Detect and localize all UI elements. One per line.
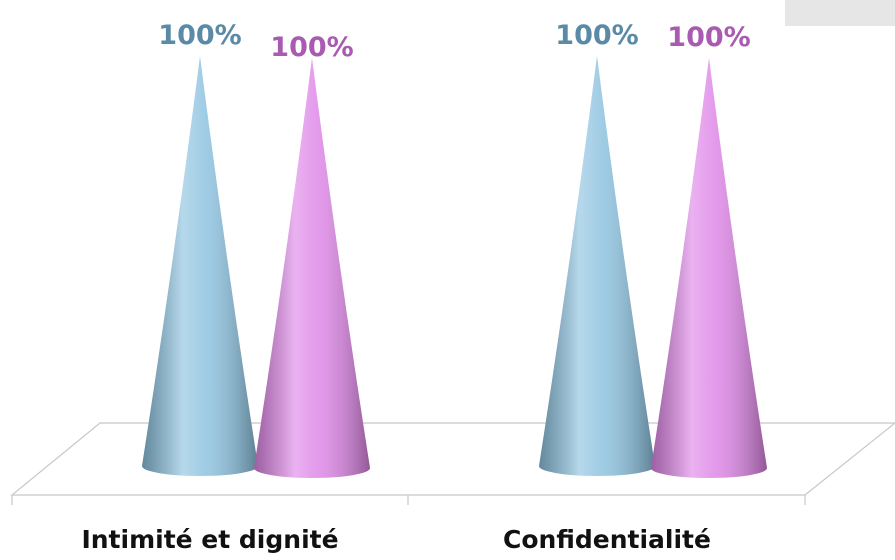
cone-shading — [539, 56, 655, 476]
cone-shading — [651, 58, 767, 478]
value-label: 100% — [667, 22, 750, 53]
category-label: Confidentialité — [503, 525, 711, 554]
value-label: 100% — [555, 20, 638, 51]
cone-shading — [142, 56, 258, 476]
value-label: 100% — [158, 20, 241, 51]
cone-shading — [254, 58, 370, 478]
category-label: Intimité et dignité — [81, 525, 338, 554]
value-label: 100% — [270, 32, 353, 63]
corner-image — [785, 0, 895, 26]
